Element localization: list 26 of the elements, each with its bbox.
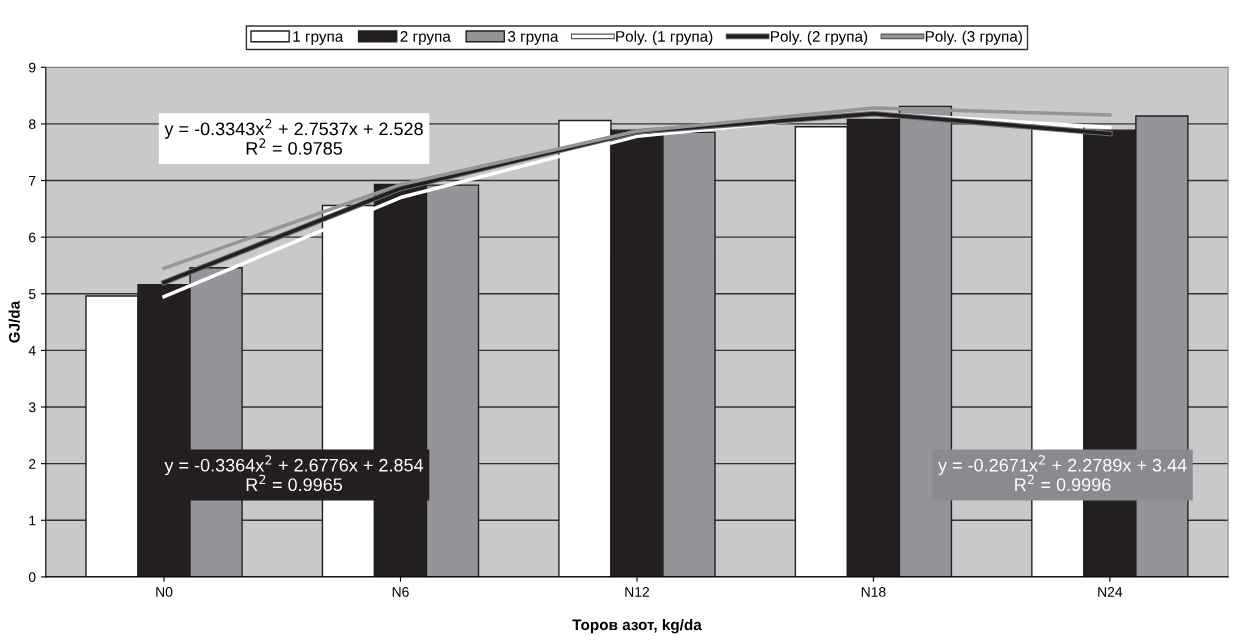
y-tick-label: 1	[29, 515, 36, 526]
y-tick-label: 6	[29, 232, 36, 243]
y-tick-label: 7	[29, 176, 36, 186]
legend-label: 3 група	[507, 31, 559, 45]
text: y = -0.3364x$^{2}$ + 2.6776x + 2.854 R$^{2}$ = 0.9965	[164, 455, 424, 492]
y-tick-label: 9	[29, 62, 36, 73]
y-tick-label: 5	[28, 289, 36, 299]
x-tick-label: N24	[1098, 586, 1123, 597]
x-tick-label: N12	[625, 586, 649, 597]
text: y = -0.3343x$^{2}$ + 2.7537x + 2.528 R$^{2}$ = 0.9785	[164, 118, 423, 155]
legend-label: Poly. (1 група)	[616, 30, 713, 45]
legend-label: 2 група	[400, 31, 451, 45]
x-axis-title: Торов азот, kg/da	[572, 619, 702, 634]
y-tick-label: 8	[28, 119, 36, 130]
y-tick-label: 2	[29, 458, 36, 469]
x-tick-label: N6	[392, 586, 409, 597]
legend-label: Poly. (3 група)	[925, 30, 1022, 45]
x-tick-label: N0	[156, 586, 173, 597]
legend-label: 1 група	[293, 31, 344, 45]
legend-label: Poly. (2 група)	[771, 30, 868, 45]
y-tick-label: 0	[28, 572, 36, 583]
y-tick-label: 3	[28, 402, 36, 413]
text: y = -0.2671x$^{2}$ + 2.2789x + 3.44 R$^{2}$ = 0.9996	[938, 455, 1187, 492]
y-axis-title: GJ/da	[8, 300, 20, 343]
y-tick-label: 4	[28, 345, 36, 356]
x-tick-label: N18	[861, 586, 886, 597]
